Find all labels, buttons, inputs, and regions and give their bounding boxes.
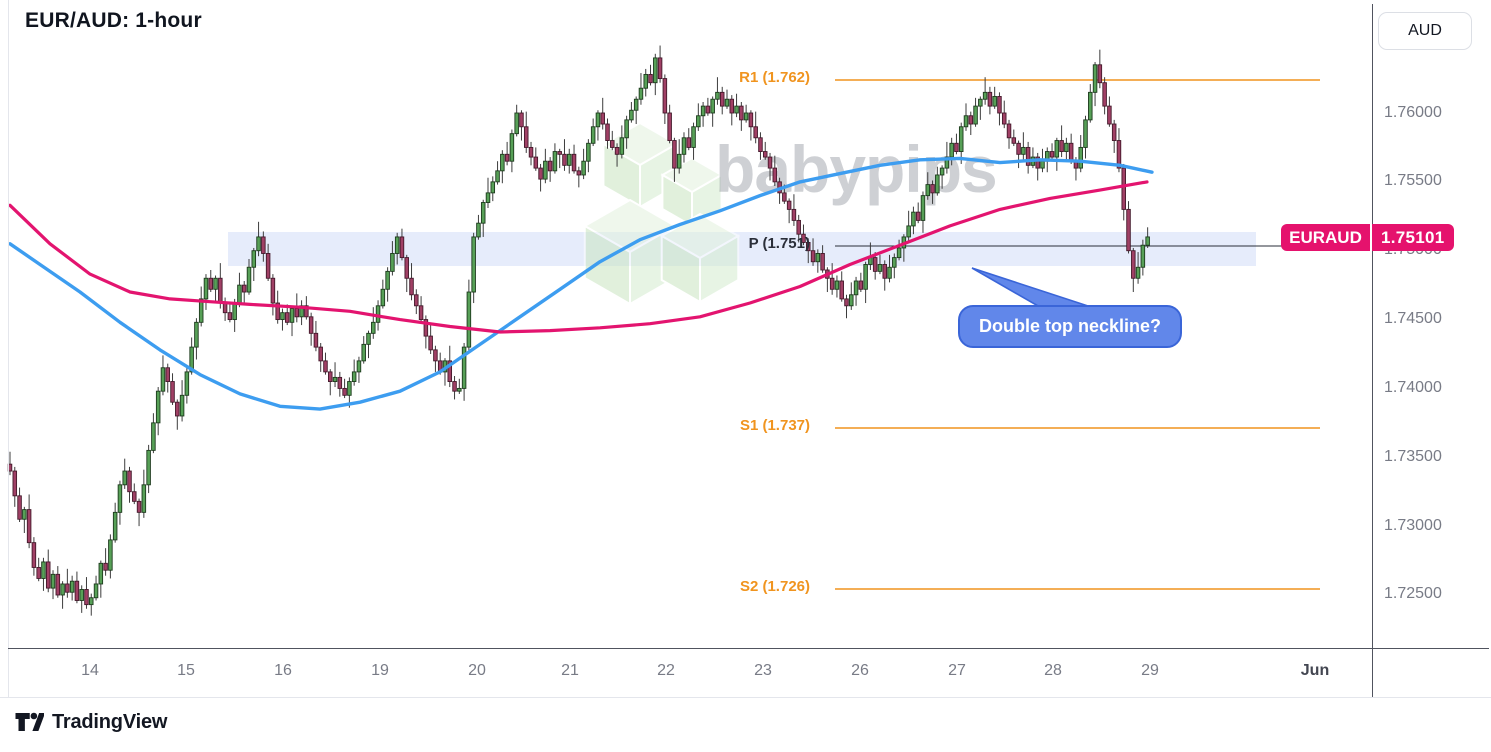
pivot-highlight-band [228, 232, 1256, 266]
date-tick-15: 15 [177, 662, 195, 679]
time-axis-line [8, 648, 1489, 649]
date-tick-16: 16 [274, 662, 292, 679]
currency-button-label: AUD [1408, 22, 1442, 39]
annotation-callout[interactable]: Double top neckline? [958, 305, 1183, 348]
last-price-value: 1.75101 [1372, 224, 1454, 251]
date-tick-14: 14 [81, 662, 99, 679]
pink-ma-line [8, 180, 1149, 334]
price-axis-separator [1372, 4, 1373, 698]
price-tick-1.75500: 1.75500 [1384, 172, 1442, 190]
date-tick-23: 23 [754, 662, 772, 679]
annotation-callout-pointer [971, 267, 1089, 307]
left-frame-line [8, 0, 9, 697]
date-tick-26: 26 [851, 662, 869, 679]
pivot-label-r1: R1 (1.762) [739, 69, 810, 86]
date-tick-28: 28 [1044, 662, 1062, 679]
date-tick-29: 29 [1141, 662, 1159, 679]
date-tick-19: 19 [371, 662, 389, 679]
candles-layer [7, 45, 1150, 616]
date-tick-21: 21 [561, 662, 579, 679]
annotation-callout-text: Double top neckline? [979, 316, 1162, 336]
price-tick-1.74000: 1.74000 [1384, 378, 1442, 396]
price-tick-1.72500: 1.72500 [1384, 585, 1442, 603]
price-tick-1.73500: 1.73500 [1384, 447, 1442, 465]
page-title: EUR/AUD: 1-hour [25, 9, 202, 32]
pivot-label-s1: S1 (1.737) [739, 417, 810, 434]
pivot-label-p: P (1.751) [748, 235, 810, 252]
blue-ma-line [8, 156, 1154, 411]
tradingview-brand-text: TradingView [52, 710, 168, 733]
date-tick-20: 20 [468, 662, 486, 679]
tradingview-logo-icon [15, 712, 44, 731]
pivot-label-s2: S2 (1.726) [739, 578, 810, 595]
tradingview-attribution[interactable]: TradingView [14, 710, 167, 734]
date-tick-27: 27 [948, 662, 966, 679]
price-tick-1.76000: 1.76000 [1384, 103, 1442, 121]
symbol-label: EURAUD [1281, 224, 1370, 251]
price-tick-1.74500: 1.74500 [1384, 310, 1442, 328]
price-tag-divider [1370, 224, 1372, 251]
bottom-frame-line [0, 697, 1491, 698]
date-tick-22: 22 [657, 662, 675, 679]
date-tick-jun: Jun [1300, 662, 1330, 679]
price-tick-1.73000: 1.73000 [1384, 516, 1442, 534]
last-price-tag: EURAUD 1.75101 [1281, 224, 1454, 251]
currency-button[interactable]: AUD [1378, 12, 1472, 50]
